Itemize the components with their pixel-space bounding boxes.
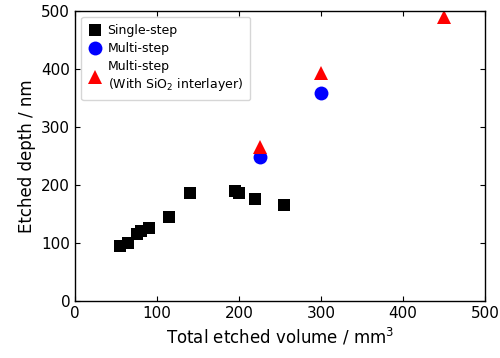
Single-step xyxy=(232,188,238,193)
Y-axis label: Etched depth / nm: Etched depth / nm xyxy=(18,79,36,233)
Line: Single-step: Single-step xyxy=(114,185,290,251)
Multi-step xyxy=(256,145,262,149)
Single-step xyxy=(281,203,287,207)
Multi-step xyxy=(256,155,262,159)
Single-step xyxy=(126,241,132,245)
Single-step xyxy=(138,229,143,233)
Line: Multi-step: Multi-step xyxy=(252,10,451,154)
X-axis label: Total etched volume / mm$^3$: Total etched volume / mm$^3$ xyxy=(166,326,394,347)
Single-step xyxy=(236,191,242,195)
Single-step xyxy=(134,232,140,236)
Single-step xyxy=(117,243,123,248)
Legend: Single-step, Multi-step, Multi-step
(With SiO$_2$ interlayer): Single-step, Multi-step, Multi-step (Wit… xyxy=(81,17,250,100)
Single-step xyxy=(252,197,258,201)
Single-step xyxy=(146,226,152,231)
Multi-step xyxy=(318,91,324,95)
Multi-step xyxy=(441,14,447,19)
Line: Multi-step: Multi-step xyxy=(252,86,328,164)
Single-step xyxy=(187,191,193,195)
Multi-step xyxy=(318,71,324,75)
Single-step xyxy=(166,214,172,219)
